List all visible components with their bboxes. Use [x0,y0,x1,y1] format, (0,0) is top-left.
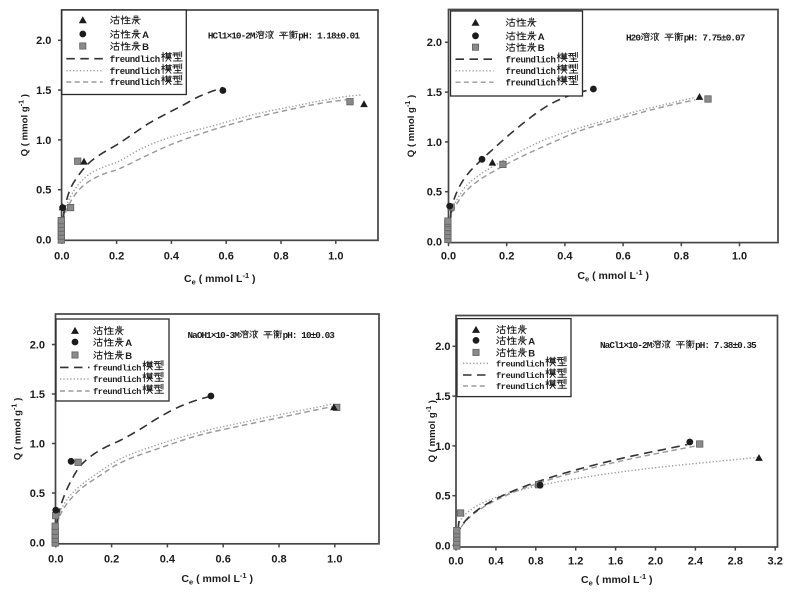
svg-text:0.5: 0.5 [30,488,45,500]
svg-text:0.5: 0.5 [427,187,442,199]
svg-text:freundlich: freundlich [110,78,160,88]
svg-text:1.5: 1.5 [36,85,51,97]
svg-text:2.0: 2.0 [435,341,450,353]
svg-text:0.5: 0.5 [435,491,450,503]
svg-text:0.4: 0.4 [164,250,180,262]
svg-text:A: A [528,336,535,347]
svg-text:A: A [538,32,545,43]
svg-text:NaOH1×10-3M: NaOH1×10-3M [188,330,241,341]
svg-text:3.2: 3.2 [768,556,783,568]
svg-text:0.0: 0.0 [54,250,69,262]
svg-text:freundlich: freundlich [496,382,544,392]
svg-text:2.0: 2.0 [648,556,663,568]
svg-text:0.4: 0.4 [160,553,176,565]
svg-text:1.0: 1.0 [327,553,342,565]
svg-text:0.0: 0.0 [435,540,450,552]
svg-text:0.8: 0.8 [271,553,286,565]
svg-text:1.0: 1.0 [30,438,45,450]
svg-text:H20: H20 [626,33,641,44]
svg-text:freundlich: freundlich [93,364,141,374]
svg-text:0.6: 0.6 [615,251,630,263]
svg-text:0.0: 0.0 [36,234,51,246]
svg-text:NaCl1×10-2M: NaCl1×10-2M [600,340,653,351]
svg-text:0.0: 0.0 [427,236,442,248]
svg-text:freundlich: freundlich [496,360,544,370]
svg-text:pH: 7.75±0.07: pH: 7.75±0.07 [684,33,745,44]
svg-text:0.0: 0.0 [448,556,463,568]
svg-text:0.2: 0.2 [104,553,119,565]
svg-text:B: B [142,42,149,53]
svg-text:2.4: 2.4 [688,556,704,568]
svg-text:1.0: 1.0 [427,137,442,149]
svg-text:2.0: 2.0 [30,339,45,351]
svg-text:freundlich: freundlich [496,371,544,381]
svg-text:freundlich: freundlich [506,55,556,65]
svg-text:1.0: 1.0 [328,250,343,262]
svg-text:0.2: 0.2 [109,250,124,262]
svg-text:0.0: 0.0 [48,553,63,565]
svg-text:2.0: 2.0 [36,35,51,47]
svg-text:0.4: 0.4 [557,251,573,263]
svg-text:B: B [538,43,545,54]
svg-text:freundlich: freundlich [506,67,556,77]
svg-text:freundlich: freundlich [110,55,160,65]
svg-text:2.0: 2.0 [427,37,442,49]
svg-text:0.0: 0.0 [441,251,456,263]
svg-text:freundlich: freundlich [93,387,141,397]
svg-text:pH: 1.18±0.01: pH: 1.18±0.01 [298,31,360,42]
svg-text:0.8: 0.8 [273,250,288,262]
svg-text:0.2: 0.2 [499,251,514,263]
svg-text:0.8: 0.8 [674,251,689,263]
svg-text:B: B [125,351,132,362]
svg-text:2.8: 2.8 [728,556,743,568]
svg-text:1.2: 1.2 [568,556,583,568]
svg-text:freundlich: freundlich [93,375,141,385]
svg-text:0.0: 0.0 [30,537,45,549]
svg-text:0.6: 0.6 [219,250,234,262]
svg-text:pH: 10±0.03: pH: 10±0.03 [283,330,336,341]
svg-text:1.5: 1.5 [30,389,45,401]
svg-text:0.4: 0.4 [488,556,504,568]
svg-text:HCl1×10-2M: HCl1×10-2M [208,31,256,42]
svg-text:0.6: 0.6 [216,553,231,565]
svg-text:B: B [528,348,535,359]
svg-text:pH: 7.38±0.35: pH: 7.38±0.35 [695,340,757,351]
svg-text:0.5: 0.5 [36,185,51,197]
svg-text:freundlich: freundlich [506,78,556,88]
svg-text:1.6: 1.6 [608,556,623,568]
svg-text:1.0: 1.0 [36,135,51,147]
svg-text:1.5: 1.5 [427,87,442,99]
svg-text:1.0: 1.0 [732,251,747,263]
svg-text:0.8: 0.8 [528,556,543,568]
svg-text:A: A [125,338,132,349]
svg-text:freundlich: freundlich [110,67,160,77]
svg-text:A: A [142,30,149,41]
